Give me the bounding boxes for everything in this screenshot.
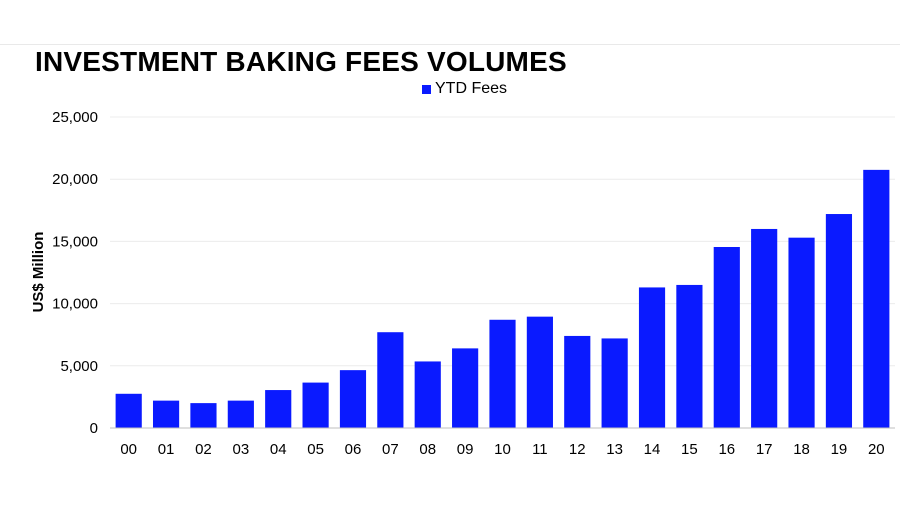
bar-12 [564,335,591,428]
x-tick-label: 12 [569,441,586,458]
y-tick-label: 5,000 [60,358,98,375]
bar-18 [788,237,815,428]
x-tick-label: 01 [158,441,175,458]
bar-11 [526,316,553,428]
x-tick-label: 16 [718,441,735,458]
y-tick-label: 0 [90,420,98,437]
bar-17 [751,228,778,428]
y-tick-labels: 0 5,000 10,000 15,000 20,000 25,000 [52,109,98,437]
x-tick-label: 08 [419,441,436,458]
x-tick-label: 04 [270,441,287,458]
bar-01 [152,400,180,428]
x-tick-label: 13 [606,441,623,458]
legend-swatch [422,84,431,94]
x-tick-label: 17 [756,441,773,458]
legend-label: YTD Fees [435,80,508,97]
bar-10 [489,319,516,428]
x-tick-labels: 00 01 02 03 04 05 06 07 08 09 10 11 12 13 14 15 16 17 18 19… [120,441,884,458]
y-tick-label: 25,000 [52,109,98,126]
x-tick-label: 03 [232,441,249,458]
bar-06 [339,370,367,428]
top-divider [0,44,900,45]
bar-19 [825,214,853,428]
y-tick-label: 10,000 [52,296,98,313]
x-tick-label: 11 [532,441,548,458]
chart-title: INVESTMENT BAKING FEES VOLUMES [35,46,567,77]
x-tick-label: 10 [494,441,511,458]
bar-15 [676,284,703,428]
x-tick-label: 05 [307,441,324,458]
bars [115,169,890,428]
bar-09 [452,348,479,428]
bar-07 [377,332,404,428]
x-tick-label: 09 [457,441,474,458]
bar-08 [414,361,441,428]
x-tick-label: 18 [793,441,810,458]
x-tick-label: 19 [831,441,848,458]
legend: YTD Fees [422,80,507,98]
y-axis-label: US$ Million [30,232,47,313]
bar-05 [302,382,329,428]
bar-02 [190,403,217,428]
x-tick-label: 20 [868,441,885,458]
x-tick-label: 06 [345,441,362,458]
bar-13 [601,338,628,428]
bar-14 [638,287,666,428]
bar-20 [863,169,890,428]
y-tick-label: 20,000 [52,171,98,188]
y-tick-label: 15,000 [52,233,98,250]
x-tick-label: 00 [120,441,137,458]
x-tick-label: 15 [681,441,698,458]
bar-03 [227,400,254,428]
bar-00 [115,393,142,428]
x-tick-label: 02 [195,441,212,458]
bar-04 [265,390,292,428]
bar-16 [713,247,740,428]
x-tick-label: 07 [382,441,399,458]
x-tick-label: 14 [644,441,661,458]
